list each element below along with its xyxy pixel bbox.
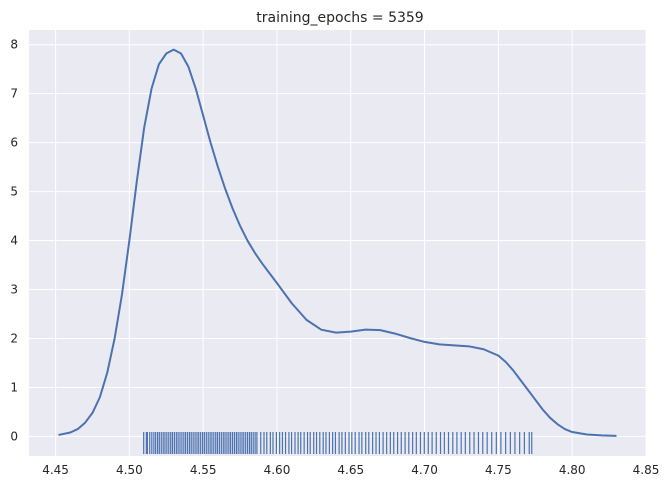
y-tick-label: 5 <box>10 185 18 199</box>
x-tick-labels: 4.45 4.50 4.55 4.60 4.65 4.70 4.75 4.80 4.85 <box>42 463 659 477</box>
x-tick-label: 4.85 <box>633 463 660 477</box>
x-tick-label: 4.55 <box>190 463 217 477</box>
x-tick-label: 4.80 <box>559 463 586 477</box>
chart-title: training_epochs = 5359 <box>256 10 423 26</box>
y-tick-labels: 0 1 2 3 4 5 6 7 8 <box>10 38 18 444</box>
x-tick-label: 4.50 <box>116 463 143 477</box>
y-gridlines <box>29 44 646 437</box>
x-tick-label: 4.70 <box>411 463 438 477</box>
y-tick-label: 8 <box>10 38 18 52</box>
x-tick-label: 4.75 <box>485 463 512 477</box>
y-tick-label: 6 <box>10 136 18 150</box>
y-tick-label: 3 <box>10 283 18 297</box>
y-tick-label: 7 <box>10 87 18 101</box>
plot-background <box>29 30 646 456</box>
x-tick-label: 4.65 <box>337 463 364 477</box>
x-tick-label: 4.60 <box>264 463 291 477</box>
x-tick-label: 4.45 <box>42 463 69 477</box>
y-tick-label: 2 <box>10 331 18 345</box>
y-tick-label: 0 <box>10 429 18 443</box>
rug-plot <box>143 432 533 454</box>
y-tick-label: 1 <box>10 380 18 394</box>
y-tick-label: 4 <box>10 234 18 248</box>
kde-curve <box>58 48 617 437</box>
